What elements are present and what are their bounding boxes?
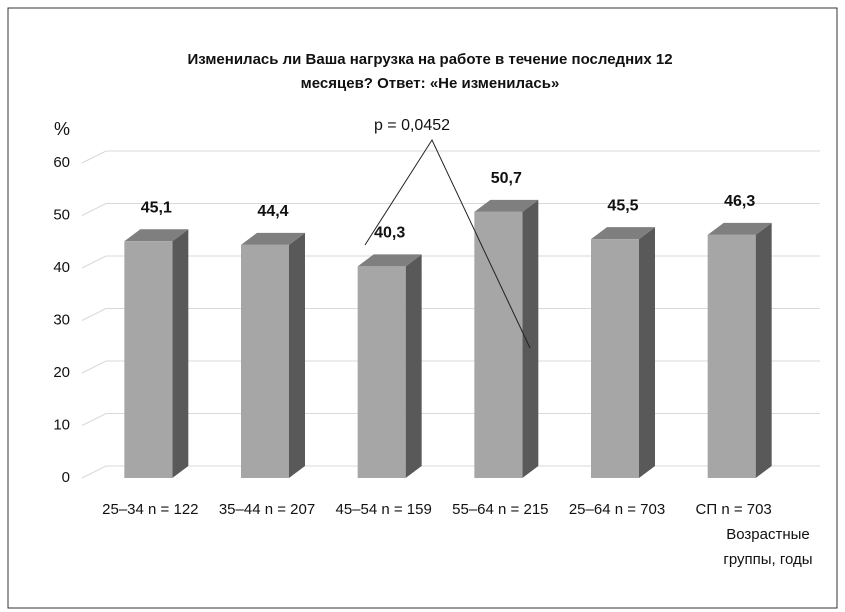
y-tick-label: 40 xyxy=(53,259,70,276)
data-label: 40,3 xyxy=(374,225,405,242)
bar-top xyxy=(591,227,655,240)
bar-front xyxy=(591,239,639,478)
data-label: 45,1 xyxy=(141,199,172,216)
data-label: 46,3 xyxy=(724,193,755,210)
annotation: p = 0,0452 xyxy=(374,117,450,134)
bar xyxy=(591,227,655,478)
bar xyxy=(707,222,772,478)
bar xyxy=(241,232,305,478)
bar-side xyxy=(289,232,305,478)
bar xyxy=(124,229,189,478)
x-axis-label: Возрастные группы, годы xyxy=(723,526,813,568)
y-tick-label: 0 xyxy=(62,469,70,486)
frame xyxy=(7,7,838,609)
bar xyxy=(357,254,422,478)
y-tick-label: 10 xyxy=(53,416,70,433)
y-tick-label: 50 xyxy=(53,206,70,223)
bar xyxy=(474,199,539,478)
grid-line xyxy=(81,255,820,269)
bar-top xyxy=(241,232,305,245)
annotation-lines xyxy=(364,138,531,349)
grid-line xyxy=(81,203,820,216)
y-tick-label: 30 xyxy=(53,311,70,328)
grid-line xyxy=(81,465,820,479)
grid-line xyxy=(81,360,820,374)
chart-title: Изменилась ли Ваша нагрузка на работе в … xyxy=(187,51,673,92)
y-tick-label: 60 xyxy=(53,154,70,171)
x-tick-label: 55–64 n = 215 xyxy=(452,501,548,518)
y-tick-label: 20 xyxy=(53,364,70,381)
bar-front xyxy=(474,211,523,478)
bar-top xyxy=(357,254,422,267)
bar-front xyxy=(357,266,406,478)
bar-top xyxy=(474,199,539,212)
bar-side xyxy=(172,229,189,478)
x-tick-label: 35–44 n = 207 xyxy=(219,501,315,518)
data-label: 50,7 xyxy=(491,170,522,187)
data-label: 45,5 xyxy=(607,197,638,214)
bar-side xyxy=(639,227,655,478)
bar-front xyxy=(124,241,173,478)
bar-front xyxy=(707,234,756,478)
bar-top xyxy=(124,229,189,242)
data-label: 44,4 xyxy=(257,203,288,220)
bar-side xyxy=(522,199,539,478)
y-axis-label: % xyxy=(54,119,70,139)
bar-side xyxy=(405,254,422,478)
x-tick-label: 25–64 n = 703 xyxy=(569,501,665,518)
bar-top xyxy=(707,222,772,235)
grid-line xyxy=(81,413,820,426)
grid-line xyxy=(81,150,820,164)
bar-side xyxy=(755,222,772,478)
bar-front xyxy=(241,244,289,478)
x-tick-label: 25–34 n = 122 xyxy=(102,501,198,518)
x-tick-label: 45–54 n = 159 xyxy=(335,501,431,518)
grid-line xyxy=(81,308,820,321)
x-tick-label: СП n = 703 xyxy=(696,501,772,518)
